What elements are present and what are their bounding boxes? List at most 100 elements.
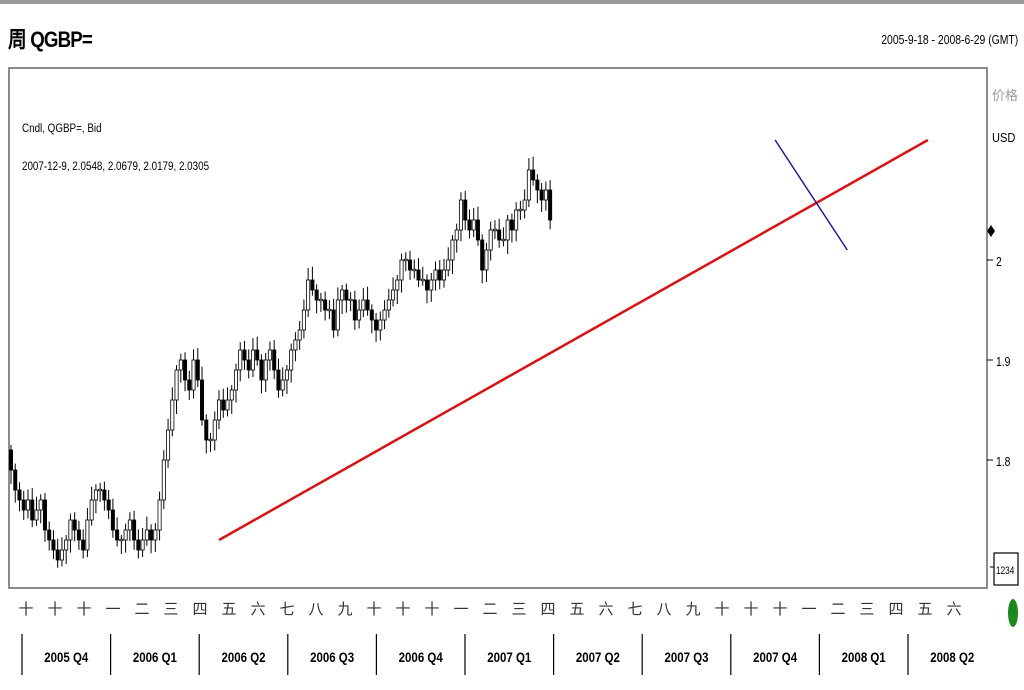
candle (246, 349, 251, 379)
month-tick-label: 九 (685, 601, 700, 618)
candle (284, 365, 289, 394)
zoom-button[interactable]: 1234 (993, 552, 1019, 586)
month-tick-label: 三 (163, 601, 178, 618)
candle-up (293, 339, 298, 351)
candle (149, 524, 154, 554)
candle (8, 445, 13, 484)
candle-up (229, 389, 234, 401)
candle-up (395, 279, 400, 291)
candle (30, 488, 35, 528)
candle (76, 520, 81, 550)
candle-down (187, 379, 192, 391)
candle-up (403, 258, 408, 262)
month-tick-label: 一 (801, 601, 816, 618)
candle-down (531, 169, 536, 181)
window-top-border (0, 0, 1024, 4)
support-trendline[interactable] (218, 138, 929, 542)
month-tick-label: 十 (395, 601, 410, 618)
candle (89, 486, 94, 526)
status-indicator-icon (1008, 599, 1018, 627)
candle (535, 174, 540, 204)
series-label: Cndl, QGBP=, Bid (22, 122, 102, 135)
candle (399, 253, 404, 293)
candle (314, 284, 319, 314)
quarter-label: 2008 Q1 (842, 649, 886, 665)
candle-down (76, 529, 81, 541)
candle-up (382, 309, 387, 321)
candle-up (59, 549, 64, 561)
candle (174, 365, 179, 414)
candle (518, 200, 523, 220)
candle-down (55, 549, 60, 561)
month-tick-label: 六 (250, 601, 265, 618)
candle (306, 268, 311, 318)
candle-up (238, 349, 243, 371)
candle-up (174, 369, 179, 401)
candle (539, 182, 544, 212)
candle (450, 235, 455, 274)
candle (412, 259, 417, 279)
candle-up (170, 399, 175, 431)
candle (25, 489, 30, 519)
candle (543, 181, 548, 211)
candle-up (391, 289, 396, 301)
candle-up (263, 359, 268, 381)
candle-up (492, 228, 497, 232)
candle (157, 491, 162, 541)
candle (250, 338, 255, 378)
candle-down (51, 539, 56, 551)
candle-down (425, 279, 430, 291)
candle (106, 490, 111, 520)
candle-down (463, 199, 468, 221)
candle (425, 274, 430, 304)
candle (229, 385, 234, 414)
candle-up (166, 429, 171, 461)
quarter-label: 2006 Q1 (133, 649, 177, 665)
candle-down (408, 259, 413, 271)
candle (42, 492, 47, 542)
quarter-label: 2007 Q4 (753, 649, 798, 665)
candle (183, 352, 188, 392)
candle-up (441, 269, 446, 281)
candle (369, 304, 374, 334)
candle-down (136, 539, 141, 551)
candle-down (539, 189, 544, 201)
month-tick-label: 一 (453, 601, 468, 618)
candle (327, 300, 332, 320)
candle-up (25, 499, 30, 511)
candle-down (548, 189, 553, 221)
chart-title: 周 QGBP= (8, 27, 93, 52)
candle (492, 220, 497, 240)
candle-down (509, 219, 514, 231)
candle (514, 202, 519, 242)
month-tick-label: 八 (656, 601, 671, 618)
zoom-button-label[interactable]: 1234 (996, 565, 1015, 577)
month-tick-label: 五 (569, 601, 584, 618)
candle-up (318, 298, 323, 302)
quarter-label: 2008 Q2 (930, 649, 974, 665)
candle (382, 300, 387, 330)
candle-up (289, 349, 294, 371)
candle-up (327, 308, 332, 312)
resistance-trendline[interactable] (774, 139, 848, 251)
candle (144, 516, 149, 546)
zoom-button-frame[interactable] (993, 552, 1019, 586)
candle-up (233, 369, 238, 391)
month-tick-label: 十 (424, 601, 439, 618)
candle-down (467, 219, 472, 231)
candle (217, 390, 222, 430)
candle-up (488, 229, 493, 251)
candle (115, 517, 120, 547)
candle (480, 234, 485, 284)
candle (208, 432, 213, 452)
y-tick-label: 1.8 (996, 455, 1011, 469)
quarter-label: 2006 Q4 (399, 649, 444, 665)
candle (335, 287, 340, 337)
price-axis-label: 价格 (992, 88, 1018, 103)
candle (318, 292, 323, 312)
candle (178, 353, 183, 383)
candle (420, 266, 425, 286)
candle (34, 496, 39, 526)
candle-down (149, 529, 154, 541)
